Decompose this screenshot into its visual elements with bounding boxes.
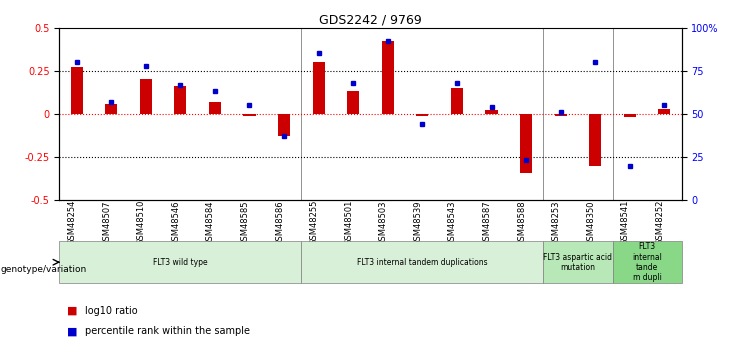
Text: GSM48546: GSM48546 xyxy=(171,200,180,246)
Bar xyxy=(347,91,359,114)
Text: FLT3
internal
tande
m dupli: FLT3 internal tande m dupli xyxy=(632,242,662,282)
Text: FLT3 internal tandem duplications: FLT3 internal tandem duplications xyxy=(357,258,488,267)
Text: GSM48510: GSM48510 xyxy=(137,200,146,246)
Text: GSM48255: GSM48255 xyxy=(310,200,319,246)
Bar xyxy=(70,67,82,114)
Text: GSM48507: GSM48507 xyxy=(102,200,111,246)
Bar xyxy=(589,114,601,166)
Text: GSM48587: GSM48587 xyxy=(482,200,491,246)
Text: log10 ratio: log10 ratio xyxy=(85,306,138,315)
Bar xyxy=(613,241,682,283)
Text: GSM48588: GSM48588 xyxy=(517,200,526,246)
Text: GSM48543: GSM48543 xyxy=(448,200,457,246)
Text: ■: ■ xyxy=(67,306,77,315)
Bar xyxy=(520,114,532,172)
Title: GDS2242 / 9769: GDS2242 / 9769 xyxy=(319,13,422,27)
Text: GSM48253: GSM48253 xyxy=(552,200,561,246)
Bar xyxy=(485,110,497,114)
Text: genotype/variation: genotype/variation xyxy=(1,265,87,274)
Text: FLT3 aspartic acid
mutation: FLT3 aspartic acid mutation xyxy=(543,253,613,272)
Text: FLT3 wild type: FLT3 wild type xyxy=(153,258,207,267)
Bar xyxy=(382,41,393,114)
Bar xyxy=(209,102,221,114)
Text: GSM48503: GSM48503 xyxy=(379,200,388,246)
Text: GSM48252: GSM48252 xyxy=(656,200,665,246)
Text: percentile rank within the sample: percentile rank within the sample xyxy=(85,326,250,336)
Text: GSM48541: GSM48541 xyxy=(621,200,630,246)
Text: GSM48586: GSM48586 xyxy=(275,200,284,246)
Text: GSM48254: GSM48254 xyxy=(67,200,76,246)
Bar xyxy=(59,241,302,283)
Bar xyxy=(313,62,325,114)
Bar xyxy=(243,114,256,116)
Text: ■: ■ xyxy=(67,326,77,336)
Bar xyxy=(658,109,671,114)
Bar xyxy=(278,114,290,136)
Bar xyxy=(451,88,463,114)
Bar xyxy=(416,114,428,116)
Bar xyxy=(554,114,567,116)
Text: GSM48584: GSM48584 xyxy=(206,200,215,246)
Bar xyxy=(543,241,613,283)
Bar xyxy=(139,79,152,114)
Text: GSM48350: GSM48350 xyxy=(586,200,595,246)
Bar xyxy=(174,86,187,114)
Bar xyxy=(624,114,636,117)
Text: GSM48501: GSM48501 xyxy=(345,200,353,246)
Text: GSM48585: GSM48585 xyxy=(241,200,250,246)
Bar xyxy=(105,104,117,114)
Text: GSM48539: GSM48539 xyxy=(413,200,422,246)
Bar xyxy=(302,241,543,283)
